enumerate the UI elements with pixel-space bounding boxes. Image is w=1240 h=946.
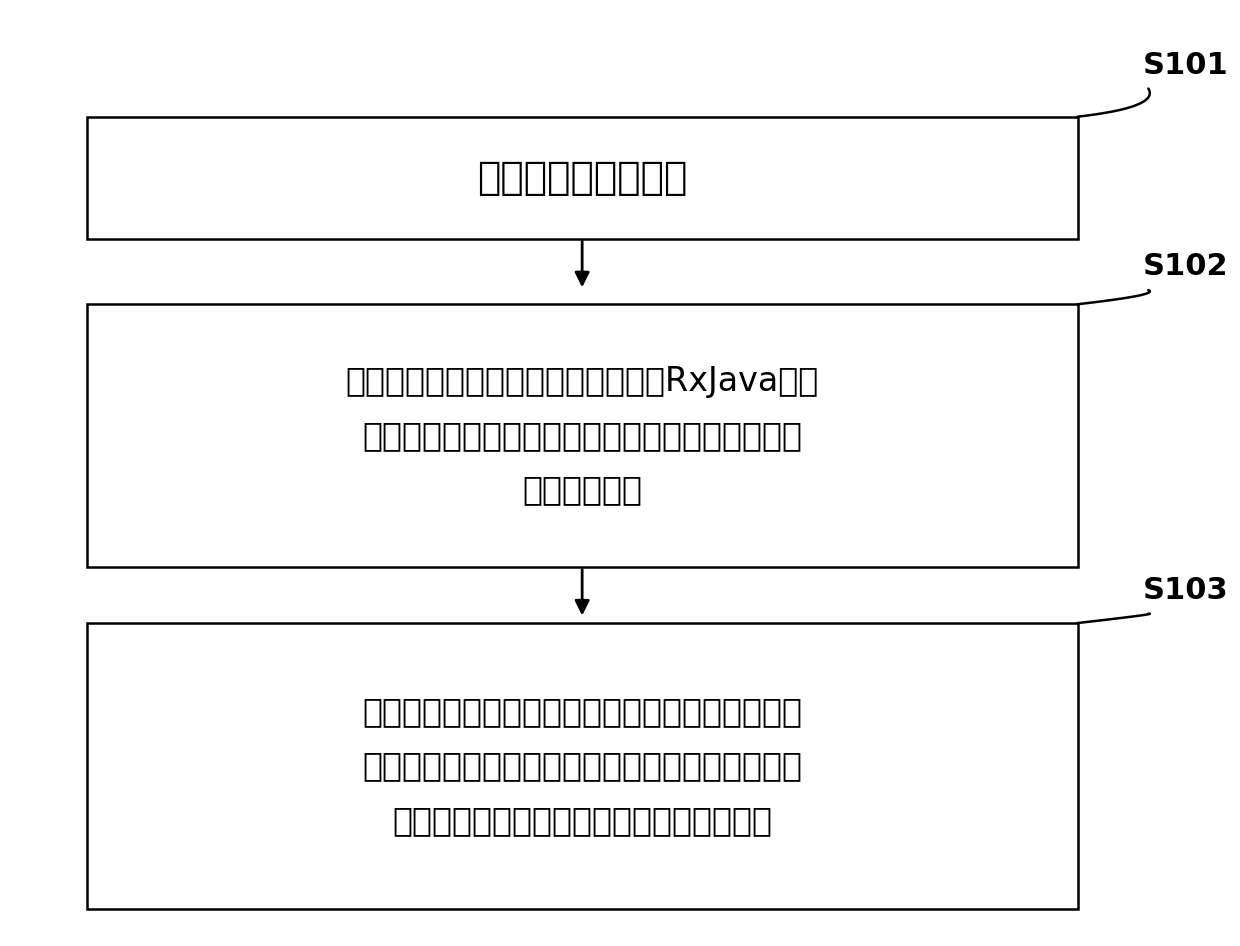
Text: S101: S101 [1142, 51, 1228, 79]
Text: 测规则中的标准线程参数类型不一致的情况下，所: 测规则中的标准线程参数类型不一致的情况下，所 [362, 749, 802, 782]
Text: 子工程获取检测规则: 子工程获取检测规则 [477, 159, 687, 197]
Bar [87, 623, 1078, 909]
Text: 待检测逻辑方法，并获取所述待检测逻辑方法中的: 待检测逻辑方法，并获取所述待检测逻辑方法中的 [362, 419, 802, 452]
Text: S103: S103 [1142, 576, 1228, 604]
Text: S102: S102 [1142, 253, 1228, 281]
Text: 述子工程发送用于指出线程异常的警告信息: 述子工程发送用于指出线程异常的警告信息 [392, 804, 773, 837]
Text: 在所述待检测逻辑方法中的线程参数类型与所述检: 在所述待检测逻辑方法中的线程参数类型与所述检 [362, 695, 802, 728]
Bar [87, 116, 1078, 238]
Text: 线程参数类型: 线程参数类型 [522, 473, 642, 506]
Bar [87, 305, 1078, 567]
Text: 所述子工程根据所述检测规则查找到RxJava中的: 所述子工程根据所述检测规则查找到RxJava中的 [346, 364, 818, 397]
